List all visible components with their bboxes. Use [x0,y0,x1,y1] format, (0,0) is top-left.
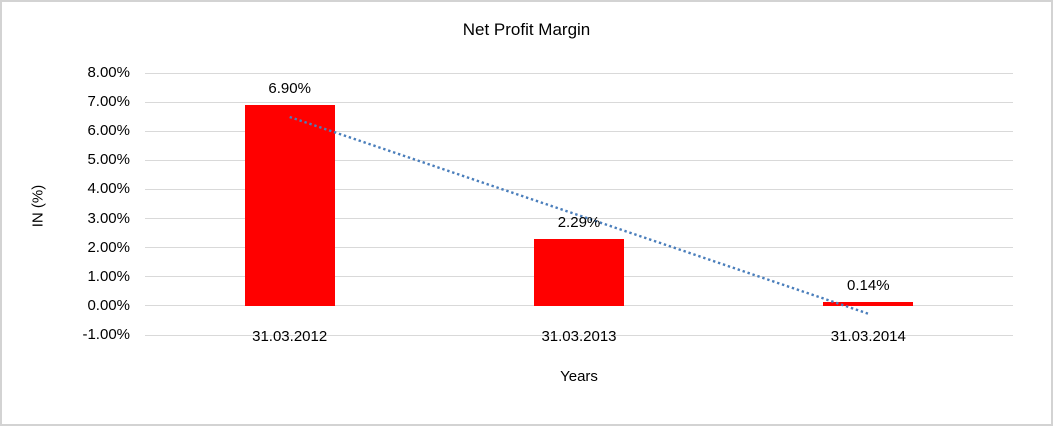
bar-31.03.2012 [244,105,335,306]
y-tick-label: -1.00% [82,326,130,343]
bar-31.03.2014 [823,301,914,306]
chart-title: Net Profit Margin [462,20,591,39]
data-label: 6.90% [268,80,311,98]
y-tick-label: 1.00% [87,267,130,285]
gridline [145,72,1013,74]
x-tick-label: 31.03.2013 [541,328,617,345]
y-tick-label: 6.00% [87,122,130,140]
y-tick-label: 2.00% [87,238,130,256]
x-tick-label: 31.03.2014 [830,328,906,345]
data-label: 2.29% [557,214,601,232]
y-tick-label: 5.00% [87,151,130,169]
x-axis-title: Years [560,368,598,385]
y-tick-label: 4.00% [87,180,130,198]
y-axis-title: IN (%) [29,184,47,228]
gridline [145,334,1013,336]
y-tick-label: 3.00% [87,209,130,227]
bar-31.03.2013 [534,239,624,306]
x-tick-label: 31.03.2012 [252,328,328,345]
data-label: 0.14% [847,276,890,294]
gridline [145,101,1013,103]
y-tick-label: 7.00% [87,93,130,111]
y-tick-label: 0.00% [87,296,130,314]
y-tick-label: 8.00% [87,64,130,81]
